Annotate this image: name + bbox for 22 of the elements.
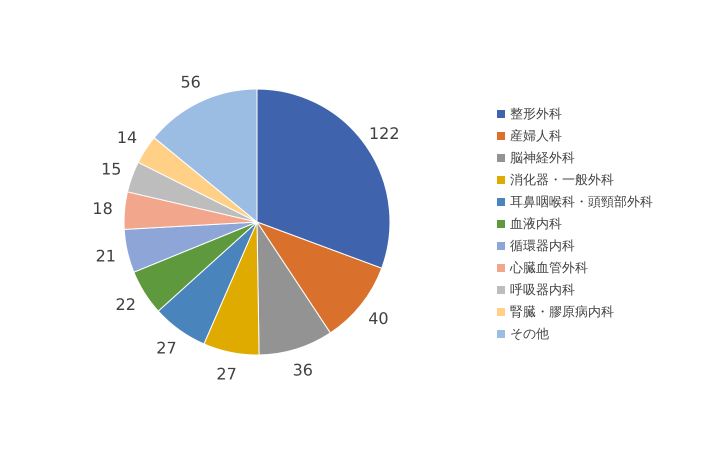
data-label: 15 [101,160,122,179]
data-label: 22 [116,294,136,314]
data-label: 14 [116,128,138,148]
legend-label: 消化器・一般外科 [509,172,615,190]
data-label: 56 [180,72,201,92]
data-label: 122 [368,124,400,143]
legend-label: 産婦人科 [509,128,563,146]
legend-label: 血液内科 [509,216,563,234]
data-label: 27 [216,364,237,384]
legend-label: 整形外科 [509,106,563,124]
data-label: 40 [368,308,389,328]
legend-label: 脳神経外科 [509,150,576,168]
data-label: 21 [96,246,116,266]
legend-label: 心臓血管外科 [508,260,589,278]
legend-label: 腎臓・膠原病内科 [509,304,615,322]
legend-label: その他 [509,326,550,344]
legend-label: 呼吸器内科 [509,282,576,300]
legend-label: 耳鼻咽喉科・頭頸部外科 [509,194,653,212]
data-label: 18 [92,199,113,218]
data-label: 27 [156,338,177,358]
legend-label: 循環器内科 [509,238,576,256]
data-label: 36 [292,360,313,380]
